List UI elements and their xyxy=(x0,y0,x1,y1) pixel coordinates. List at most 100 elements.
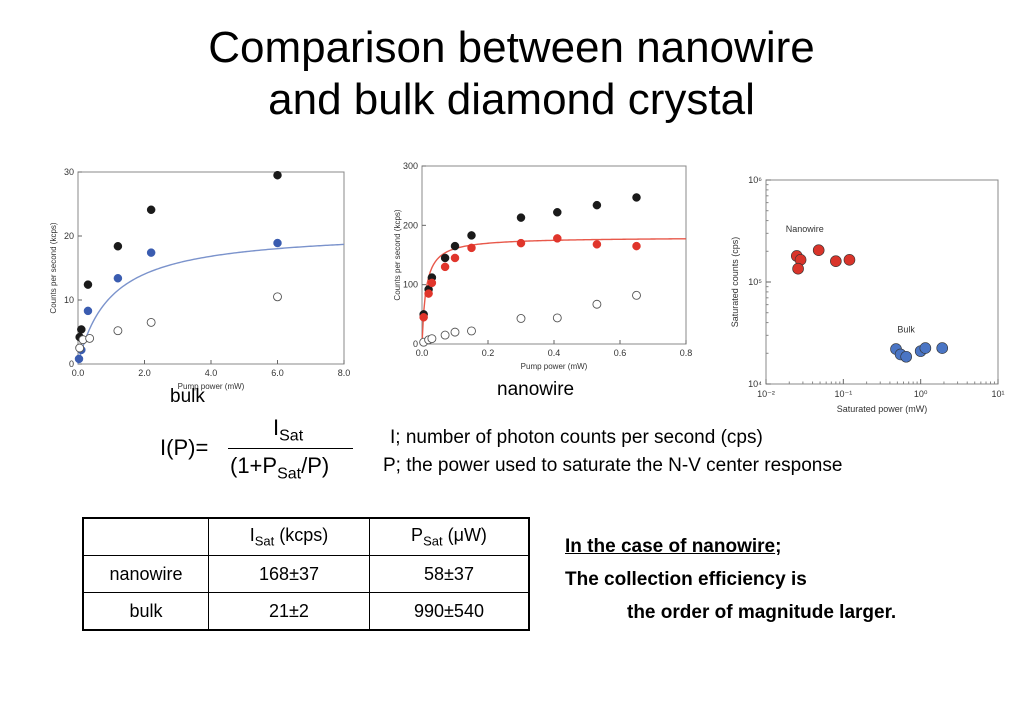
open-data-point xyxy=(632,290,641,300)
data-point xyxy=(812,244,825,257)
x-tick-label: 10⁻¹ xyxy=(834,389,852,399)
data-point xyxy=(450,241,460,251)
x-tick-label: 2.0 xyxy=(138,368,151,378)
x-tick-label: 0.4 xyxy=(548,348,561,358)
y-axis-label: Saturated counts (cps) xyxy=(730,237,740,328)
data-point xyxy=(113,241,123,251)
row-psat: 58±37 xyxy=(369,555,530,593)
x-axis-label: Saturated power (mW) xyxy=(837,404,928,414)
data-point xyxy=(467,231,476,240)
open-data-point xyxy=(516,314,526,323)
table-row: nanowire 168±37 58±37 xyxy=(82,555,530,593)
open-data-point xyxy=(75,343,85,353)
data-point xyxy=(450,253,460,263)
plot-frame xyxy=(77,171,345,365)
data-point xyxy=(467,243,476,253)
y-tick-label: 300 xyxy=(403,161,418,171)
plot-frame xyxy=(765,179,999,385)
row-isat: 168±37 xyxy=(208,555,370,593)
data-point xyxy=(592,200,602,210)
data-point xyxy=(273,170,282,180)
table-row: bulk 21±2 990±540 xyxy=(82,592,530,631)
note-line-3: the order of magnitude larger. xyxy=(627,602,897,623)
x-tick-label: 10¹ xyxy=(991,389,1004,399)
x-tick-label: 0.8 xyxy=(680,348,693,358)
data-point xyxy=(273,238,282,248)
y-tick-label: 10⁴ xyxy=(748,379,762,389)
x-tick-label: 6.0 xyxy=(271,368,284,378)
open-data-point xyxy=(427,334,437,344)
open-data-point xyxy=(273,292,282,302)
data-point xyxy=(146,248,156,257)
conclusion-note: In the case of nanowire; The collection … xyxy=(565,530,896,629)
row-psat: 990±540 xyxy=(369,592,530,631)
data-point xyxy=(424,289,433,298)
y-tick-label: 10⁶ xyxy=(748,175,762,185)
x-tick-label: 0.0 xyxy=(72,368,85,378)
formula-denominator: (1+PSat/P) xyxy=(230,453,330,483)
y-axis-label: Counts per second (kcps) xyxy=(49,222,58,313)
open-data-point xyxy=(450,327,460,337)
data-point xyxy=(792,262,804,275)
note-line-2: The collection efficiency is xyxy=(565,569,807,590)
open-data-point xyxy=(552,313,562,323)
bulk-chart-caption: bulk xyxy=(170,386,205,407)
data-point xyxy=(592,240,602,249)
y-tick-label: 0 xyxy=(69,359,74,369)
open-data-point xyxy=(592,299,602,309)
open-data-point xyxy=(113,326,123,336)
saturation-table: ISat (kcps) PSat (μW) nanowire 168±37 58… xyxy=(82,517,530,631)
table-header-psat: PSat (μW) xyxy=(369,517,530,556)
data-point xyxy=(440,262,450,272)
fit-curve xyxy=(77,243,345,365)
y-tick-label: 200 xyxy=(403,220,418,230)
y-tick-label: 100 xyxy=(403,280,418,290)
table-header-row: ISat (kcps) PSat (μW) xyxy=(82,517,530,556)
data-point xyxy=(74,354,84,364)
data-point xyxy=(516,213,526,222)
data-point xyxy=(900,350,912,363)
formula-numerator: ISat xyxy=(273,415,304,445)
data-point xyxy=(113,273,123,283)
fraction-bar xyxy=(228,448,353,449)
row-label: bulk xyxy=(82,592,209,631)
data-point xyxy=(83,306,93,316)
x-tick-label: 0.2 xyxy=(482,348,495,358)
x-axis-label: Pump power (mW) xyxy=(521,362,588,371)
data-point xyxy=(843,254,856,266)
y-tick-label: 20 xyxy=(64,231,74,241)
data-point xyxy=(77,325,86,334)
saturation-formula: I(P)= ISat (1+PSat/P) xyxy=(160,415,360,490)
nanowire-chart: 0.0 0.2 0.4 0.6 0.8 0 100 200 300 Pump power (mW)… xyxy=(370,158,700,388)
formula-lhs: I(P)= xyxy=(160,435,209,460)
annotation-bulk: Bulk xyxy=(897,324,915,334)
definition-i: I; number of photon counts per second (c… xyxy=(390,427,763,448)
row-isat: 21±2 xyxy=(208,592,370,631)
note-line-1: In the case of nanowire; xyxy=(565,536,782,557)
data-point xyxy=(146,205,156,215)
data-point xyxy=(553,208,562,217)
annotation-nanowire: Nanowire xyxy=(786,224,824,234)
x-tick-label: 0.0 xyxy=(416,348,429,358)
open-data-point xyxy=(146,317,156,327)
x-tick-label: 8.0 xyxy=(338,368,351,378)
data-point xyxy=(83,280,93,289)
table-header-isat: ISat (kcps) xyxy=(208,517,370,556)
x-axis-label: Pump power (mW) xyxy=(178,382,245,391)
y-tick-label: 0 xyxy=(413,339,418,349)
slide-title: Comparison between nanowire and bulk dia… xyxy=(0,22,1023,126)
data-point xyxy=(830,255,842,267)
bulk-chart: 0.0 2.0 4.0 6.0 8.0 0 10 20 30 Pump power (mW) Cou… xyxy=(28,162,358,397)
data-point xyxy=(632,241,641,251)
x-tick-label: 4.0 xyxy=(205,368,218,378)
saturation-chart: 10⁻² 10⁻¹ 10⁰ 10¹ 10⁴ 10⁵ 10⁶ Saturated power (… xyxy=(712,168,1017,433)
data-point xyxy=(516,238,526,248)
x-tick-label: 0.6 xyxy=(614,348,627,358)
nanowire-chart-svg: 0.0 0.2 0.4 0.6 0.8 0 100 200 300 Pump power (mW)… xyxy=(393,161,693,371)
y-axis-label: Counts per second (kcps) xyxy=(393,209,402,300)
data-point xyxy=(919,342,932,354)
title-line-2: and bulk diamond crystal xyxy=(268,75,755,124)
y-tick-label: 10 xyxy=(64,295,74,305)
bulk-chart-svg: 0.0 2.0 4.0 6.0 8.0 0 10 20 30 Pump power (mW) Cou… xyxy=(49,167,351,391)
title-line-1: Comparison between nanowire xyxy=(208,23,815,72)
